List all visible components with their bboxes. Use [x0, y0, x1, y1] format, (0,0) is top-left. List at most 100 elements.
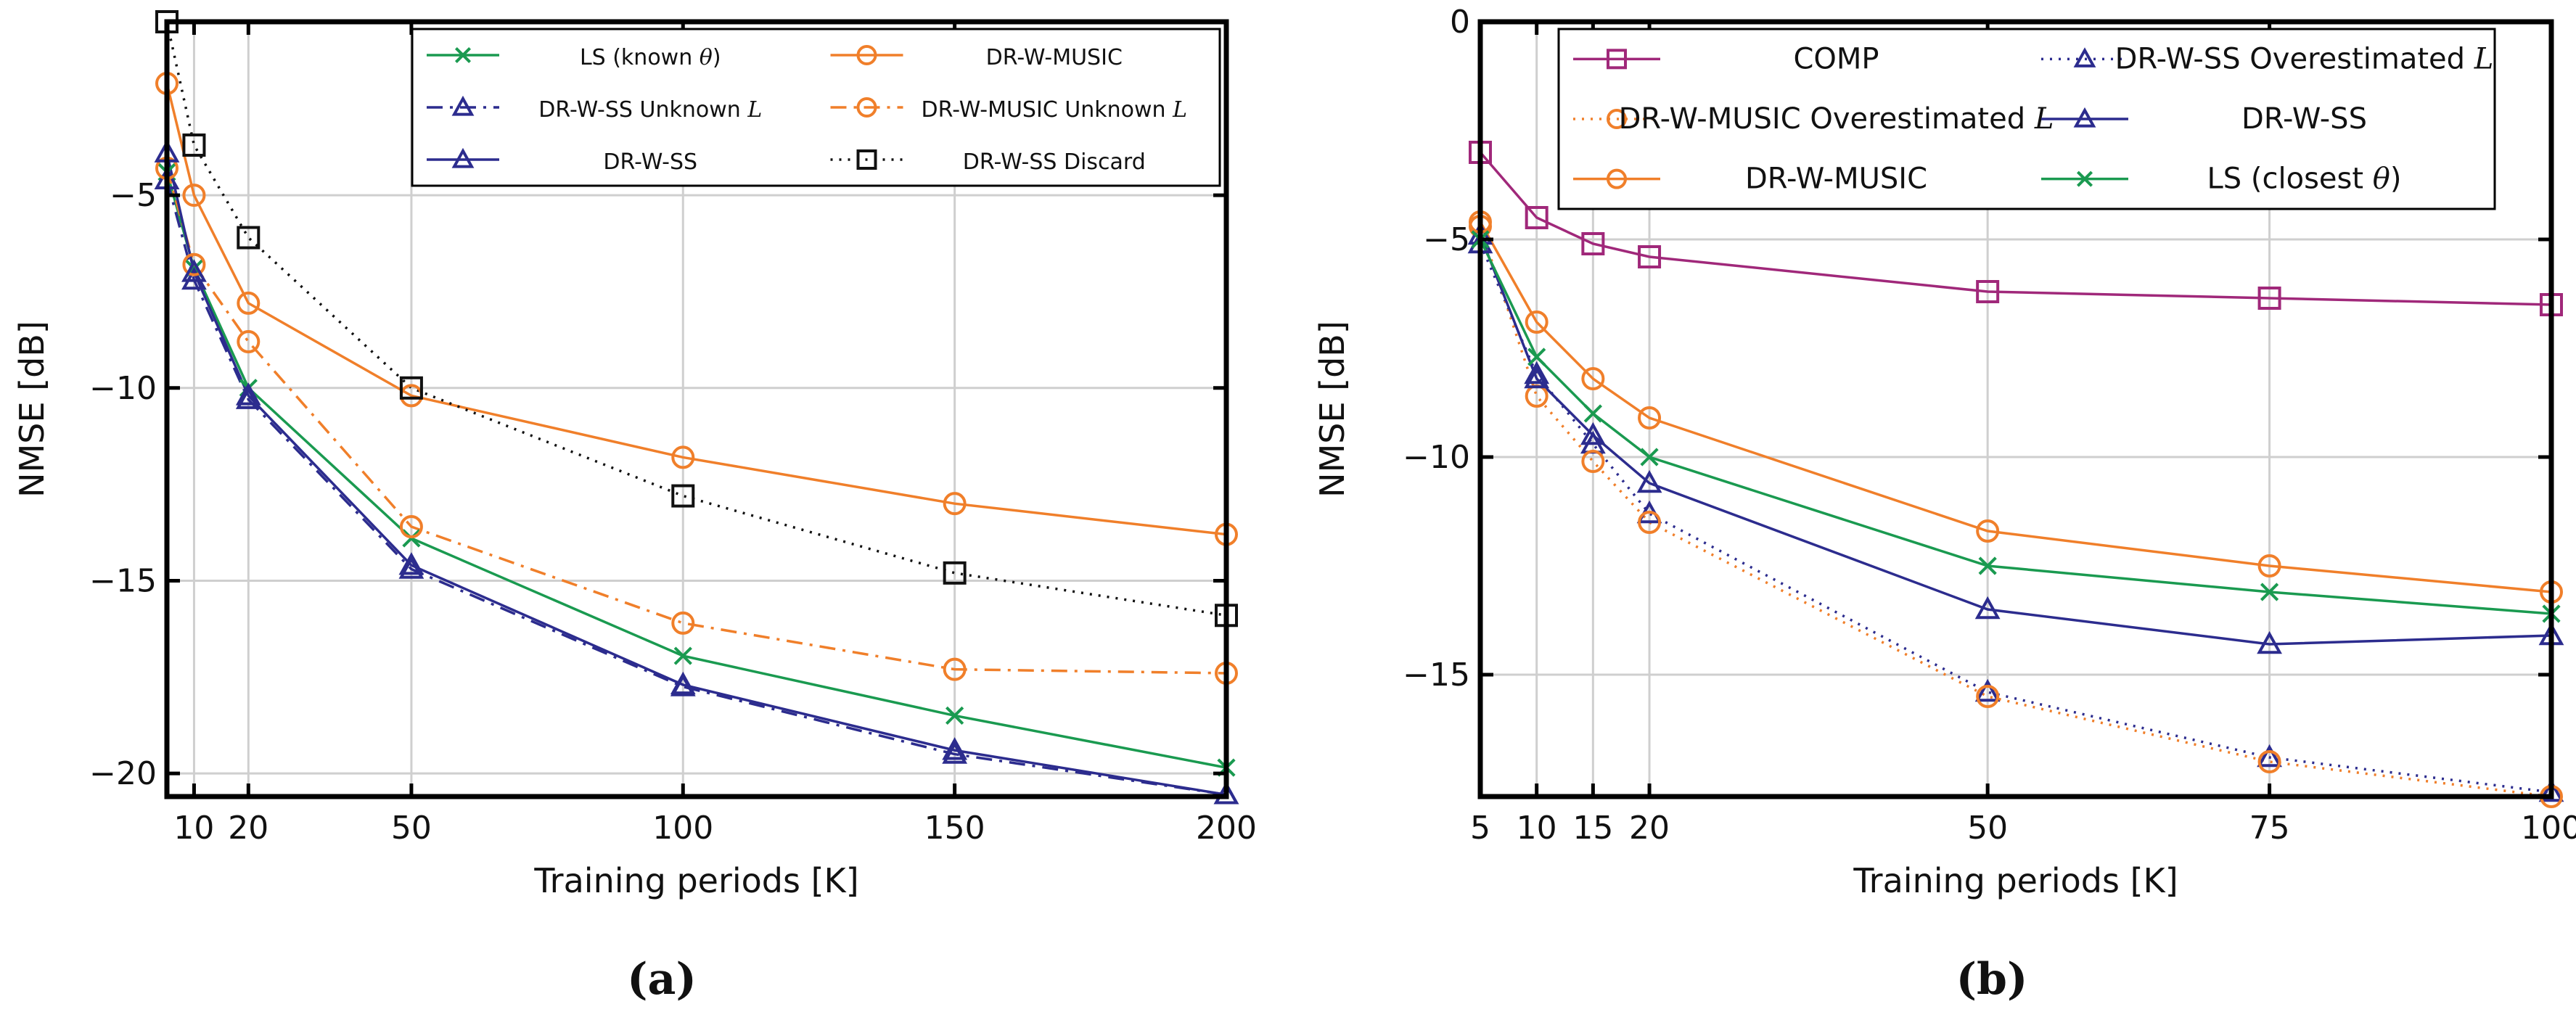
data-point-4-3 [1638, 406, 1662, 429]
legend: COMP DR-W-SS Overestimated L DR-W-MUSIC Ov… [1557, 28, 2496, 210]
x-tick-label: 50 [1967, 810, 2008, 847]
data-point-0-3 [1638, 245, 1662, 268]
data-point-1-4 [671, 445, 695, 469]
series-line-3 [1480, 234, 2551, 646]
legend-label: DR-W-MUSIC [986, 45, 1123, 70]
legend-swatch-marker [1607, 168, 1627, 189]
x-tick-label: 100 [2521, 810, 2576, 847]
legend-swatch-marker [2073, 47, 2096, 67]
marker-layer [1467, 141, 2564, 808]
y-tick-label: −10 [89, 370, 157, 407]
y-tick-label: −5 [110, 177, 157, 214]
data-point-4-5 [942, 737, 968, 760]
series-line-2 [1480, 226, 2551, 797]
legend-swatch-marker [2076, 170, 2093, 187]
legend-label: DR-W-MUSIC Unknown L [921, 97, 1187, 123]
x-axis-label: Training periods [K] [533, 861, 858, 900]
data-point-5-4 [671, 484, 695, 508]
series-line-0 [167, 171, 1226, 769]
series-line-3 [167, 168, 1226, 675]
data-point-1-5 [2257, 744, 2282, 768]
series-line-4 [1480, 221, 2551, 593]
legend-swatch-marker [451, 147, 475, 168]
data-point-4-6 [1213, 781, 1239, 805]
legend-label: DR-W-SS Discard [963, 149, 1146, 175]
data-point-4-1 [1525, 310, 1549, 334]
data-point-2-3 [1638, 511, 1662, 534]
legend-label: DR-W-SS [603, 149, 697, 175]
data-point-0-4 [1976, 280, 2000, 303]
data-point-1-5 [943, 492, 967, 516]
x-tick-label: 15 [1572, 810, 1613, 847]
data-point-5-2 [1583, 404, 1602, 423]
data-point-0-2 [1581, 232, 1605, 255]
series-line-4 [167, 152, 1226, 797]
axes-frame [164, 19, 1229, 799]
y-axis-label: NMSE [dB] [1313, 321, 1352, 498]
data-point-1-4 [1974, 678, 2001, 702]
legend-label: DR-W-SS [2241, 102, 2367, 136]
panel-caption: (b) [1956, 954, 2028, 1005]
legend: LS (known θ) DR-W-MUSIC DR-W-SS Unknown L D… [411, 28, 1221, 187]
data-point-4-2 [1581, 367, 1605, 390]
x-tick-label: 50 [391, 810, 432, 847]
data-point-2-4 [1976, 685, 2000, 708]
y-tick-label: −15 [89, 562, 157, 599]
legend-label: DR-W-MUSIC Overestimated L [1619, 102, 2054, 136]
x-tick-label: 20 [1629, 810, 1670, 847]
legend-box [1557, 28, 2496, 210]
legend-swatch-marker [856, 97, 877, 118]
x-tick-label: 10 [1517, 810, 1557, 847]
legend-label: LS (known θ) [580, 45, 721, 70]
legend-swatch-marker [856, 45, 877, 65]
data-point-1-1 [1524, 361, 1550, 384]
data-point-4-3 [398, 552, 424, 575]
data-point-1-6 [2538, 778, 2564, 802]
legend-swatch-marker [1607, 49, 1627, 70]
data-point-1-2 [237, 291, 261, 315]
data-point-0-1 [1525, 206, 1549, 229]
data-point-3-1 [182, 252, 206, 276]
data-point-5-4 [1978, 556, 1997, 575]
data-point-0-5 [946, 706, 964, 725]
data-point-5-5 [2260, 583, 2279, 601]
data-point-4-2 [235, 382, 261, 406]
data-point-4-1 [181, 259, 207, 282]
series-line-5 [1480, 239, 2551, 615]
chart-panel-a: 10 20 50 100 150 200 −5 −10 −15 −20 Training perio… [12, 10, 1257, 1005]
series-line-1 [167, 83, 1226, 536]
panel-caption: (a) [627, 954, 697, 1005]
legend-label: COMP [1793, 42, 1879, 75]
y-tick-label: 0 [1450, 4, 1470, 41]
legend-label: DR-W-SS Unknown L [538, 97, 762, 123]
legend-swatch-marker [451, 95, 475, 116]
x-tick-label: 5 [1470, 810, 1490, 847]
y-tick-label: −5 [1423, 221, 1470, 258]
y-tick-label: −20 [89, 755, 157, 792]
data-point-3-2 [237, 330, 261, 354]
data-point-2-3 [398, 556, 424, 579]
legend-box [411, 28, 1221, 187]
data-point-3-2 [1580, 421, 1606, 445]
series-line-0 [1480, 151, 2551, 306]
y-axis-label: NMSE [dB] [12, 321, 52, 498]
data-point-4-5 [2257, 554, 2281, 577]
x-axis-label: Training periods [K] [1853, 861, 2178, 900]
data-point-3-5 [943, 657, 967, 681]
data-point-2-2 [1581, 450, 1605, 473]
data-point-3-5 [2257, 630, 2282, 654]
legend-swatch-marker [454, 46, 472, 64]
series-line-2 [167, 179, 1226, 797]
legend-label: DR-W-SS Overestimated L [2115, 42, 2494, 75]
series-layer [1480, 151, 2551, 797]
x-tick-label: 100 [652, 810, 713, 847]
legend-swatch-marker [1607, 109, 1627, 129]
y-tick-label: −15 [1403, 657, 1470, 694]
data-point-5-1 [182, 133, 206, 157]
legend-label: LS (closest θ) [2207, 163, 2402, 196]
data-point-3-4 [1974, 596, 2001, 620]
data-point-1-1 [182, 184, 206, 207]
data-point-3-3 [399, 515, 423, 539]
data-point-3-4 [671, 611, 695, 635]
